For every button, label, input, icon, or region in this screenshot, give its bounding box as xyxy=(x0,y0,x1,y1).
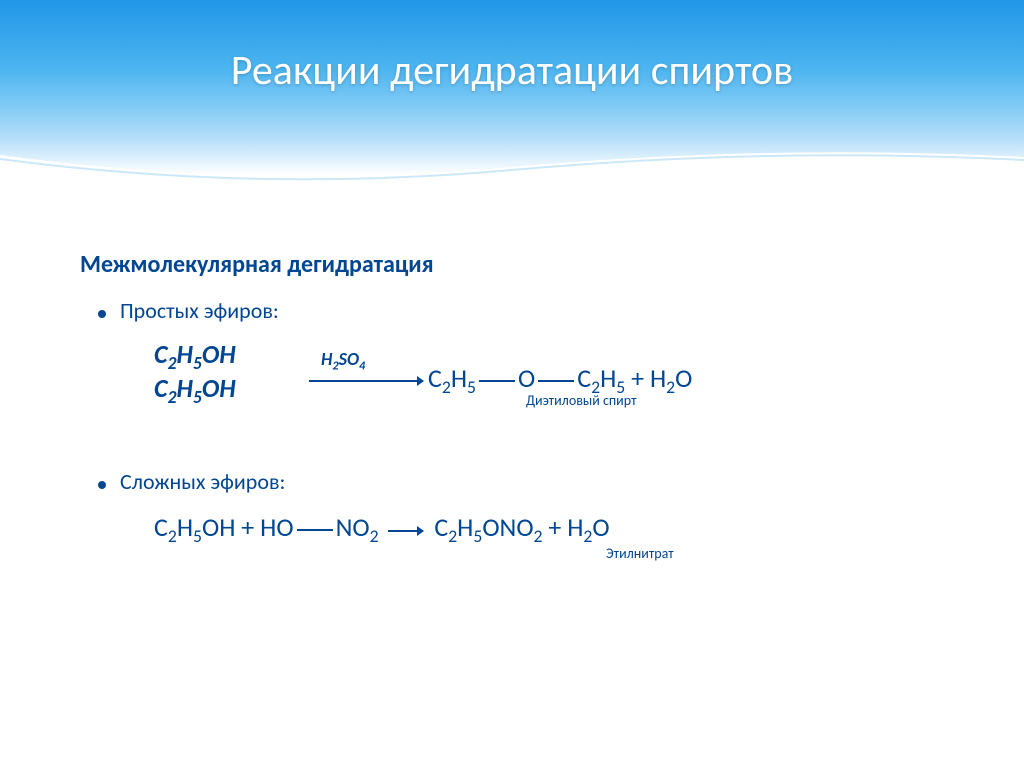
reactant-2: C2H5OH xyxy=(154,372,236,406)
subtitle: Межмолекулярная дегидратация xyxy=(80,250,944,279)
slide-title: Реакции дегидратации спиртов xyxy=(0,45,1024,96)
products-1: C2H5OC2H5 + H2O xyxy=(428,362,692,394)
reaction-arrow-2 xyxy=(388,514,424,546)
equation-2: C2H5OH + HONO2 C2H5ONO2 + H2O Этилнитрат xyxy=(154,511,944,546)
bullet-1-text: Простых эфиров: xyxy=(120,297,279,324)
bullet-1: Простых эфиров: xyxy=(98,297,944,324)
reaction-arrow-1: H2SO4 xyxy=(309,354,424,397)
bullet-dot-icon xyxy=(98,481,106,489)
product-label-2: Этилнитрат xyxy=(606,545,674,562)
reactant-stack: C2H5OH C2H5OH xyxy=(154,338,236,406)
content-area: Межмолекулярная дегидратация Простых эфи… xyxy=(80,250,944,546)
equation-1: C2H5OH C2H5OH H2SO4 C2H5OC2H5 + H2O Диэт… xyxy=(154,338,944,428)
bullet-2: Сложных эфиров: xyxy=(98,468,944,495)
wave-decoration xyxy=(0,145,1024,195)
bullet-2-text: Сложных эфиров: xyxy=(120,468,285,495)
reactant-1: C2H5OH xyxy=(154,338,236,372)
product-label-1: Диэтиловый спирт xyxy=(526,392,637,409)
bullet-dot-icon xyxy=(98,310,106,318)
slide-container: Реакции дегидратации спиртов Межмолекуля… xyxy=(0,0,1024,767)
catalyst-label: H2SO4 xyxy=(321,348,365,370)
